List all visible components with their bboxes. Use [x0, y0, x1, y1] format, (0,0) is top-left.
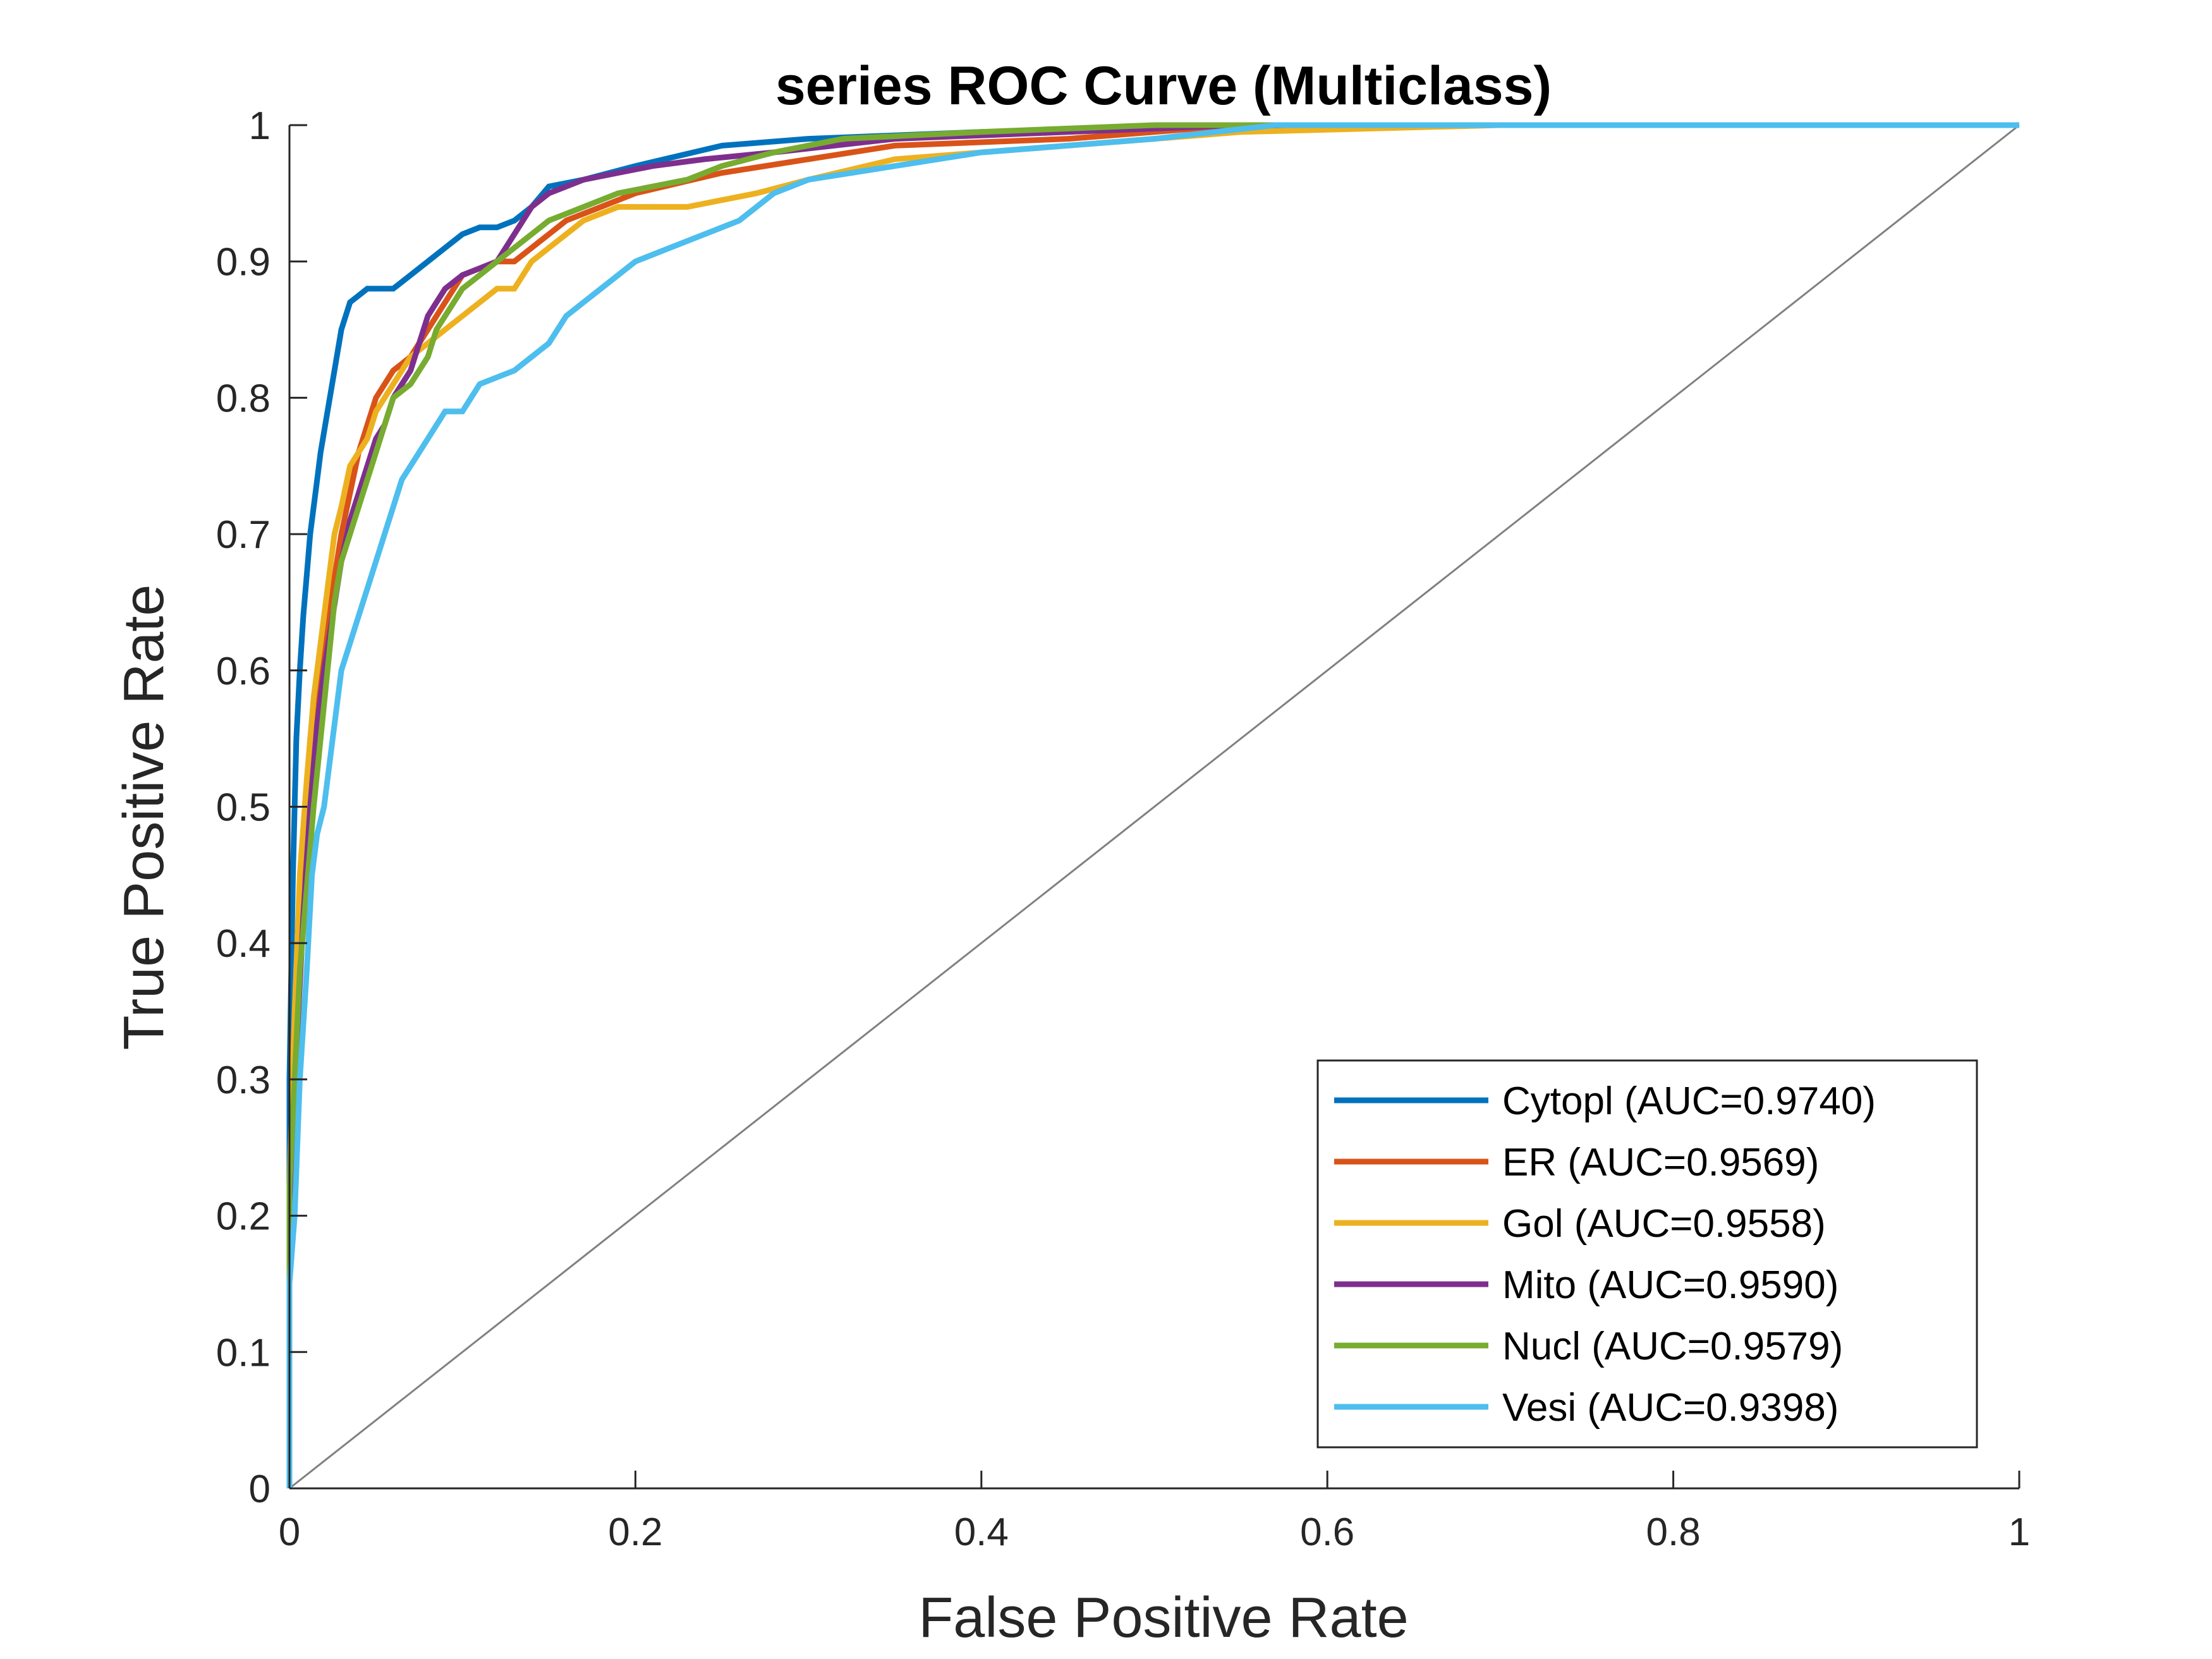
- y-tick-label: 0.2: [216, 1195, 270, 1239]
- legend: Cytopl (AUC=0.9740) ER (AUC=0.9569) Gol (A…: [1316, 1059, 1978, 1449]
- y-tick-label: 0.9: [216, 241, 270, 284]
- series-line-2: [286, 122, 2019, 1488]
- y-tick-label: 0.5: [216, 786, 270, 830]
- series-line-0: [286, 122, 2019, 1488]
- x-tick-label: 0.6: [1300, 1510, 1354, 1554]
- y-tick-label: 0.7: [216, 513, 270, 557]
- legend-label-3: Mito (AUC=0.9590): [1502, 1263, 1838, 1307]
- series-line-3: [286, 122, 2019, 1488]
- chart-title: series ROC Curve (Multiclass): [775, 56, 1552, 116]
- x-tick-label: 0.4: [954, 1510, 1009, 1554]
- y-axis-label: True Positive Rate: [112, 585, 176, 1050]
- plot-area: 0 0.2 0.4 0.6 0.8 1 0 0.1 0.2 0.3 0.4 0.5 0.6 0.7 0.8 0…: [216, 104, 2030, 1554]
- x-tick-label: 0.8: [1646, 1510, 1700, 1554]
- y-tick-label: 0.3: [216, 1059, 270, 1102]
- legend-label-0: Cytopl (AUC=0.9740): [1502, 1079, 1876, 1123]
- y-tick-label: 0.8: [216, 377, 270, 420]
- x-tick-label: 0: [279, 1510, 300, 1554]
- legend-label-4: Nucl (AUC=0.9579): [1502, 1325, 1843, 1368]
- y-tick-label: 0.4: [216, 922, 270, 966]
- legend-label-2: Gol (AUC=0.9558): [1502, 1202, 1826, 1246]
- legend-label-1: ER (AUC=0.9569): [1502, 1141, 1819, 1184]
- legend-box: [1316, 1059, 1978, 1449]
- y-tick-label: 0.6: [216, 650, 270, 693]
- y-tick-label: 1: [249, 104, 270, 148]
- legend-label-5: Vesi (AUC=0.9398): [1502, 1386, 1838, 1430]
- series-line-4: [286, 122, 2019, 1488]
- x-tick-label: 1: [2008, 1510, 2030, 1554]
- x-tick-label: 0.2: [608, 1510, 662, 1554]
- y-tick-label: 0: [249, 1468, 270, 1511]
- y-tick-label: 0.1: [216, 1331, 270, 1375]
- x-axis-label: False Positive Rate: [918, 1586, 1408, 1650]
- reference-diagonal-line: [289, 124, 2020, 1490]
- series-line-5: [286, 122, 2019, 1488]
